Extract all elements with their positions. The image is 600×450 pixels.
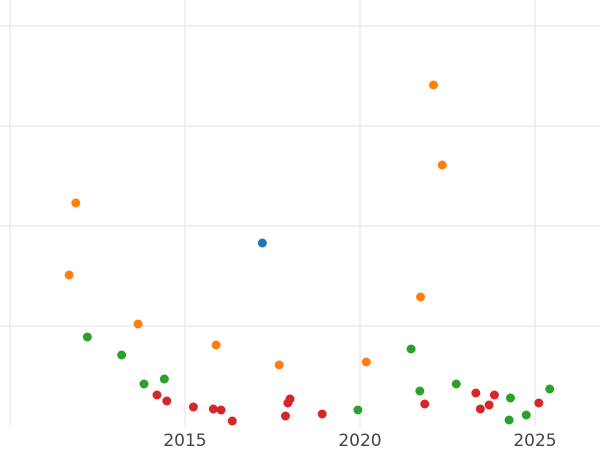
- data-point: [415, 386, 425, 396]
- data-point: [416, 292, 426, 302]
- data-points: [64, 80, 555, 426]
- x-tick-label: 2025: [513, 431, 556, 450]
- data-point: [117, 350, 127, 360]
- data-point: [484, 400, 494, 410]
- data-point: [353, 405, 363, 415]
- data-point: [545, 384, 555, 394]
- data-point: [361, 357, 371, 367]
- x-tick-label: 2020: [338, 431, 381, 450]
- data-point: [504, 415, 514, 425]
- data-point: [208, 404, 218, 414]
- x-axis-ticks: 2015 2020 2025: [163, 431, 556, 450]
- data-point: [188, 402, 198, 412]
- data-point: [133, 319, 143, 329]
- data-point: [152, 390, 162, 400]
- data-point: [475, 404, 485, 414]
- data-point: [280, 411, 290, 421]
- data-point: [506, 393, 515, 403]
- data-point: [451, 379, 461, 389]
- data-point: [216, 405, 226, 415]
- data-point: [420, 399, 430, 409]
- data-point: [285, 394, 295, 404]
- data-point: [521, 410, 531, 420]
- x-tick-label: 2015: [163, 431, 206, 450]
- data-point: [159, 374, 169, 384]
- gridlines: [0, 0, 600, 426]
- data-point: [489, 390, 499, 400]
- data-point: [82, 332, 92, 342]
- data-point: [139, 379, 149, 389]
- data-point: [437, 160, 447, 170]
- data-point: [429, 80, 438, 90]
- data-point: [274, 360, 284, 370]
- data-point: [64, 270, 74, 280]
- data-point: [257, 238, 267, 248]
- data-point: [162, 396, 172, 406]
- data-point: [317, 409, 327, 419]
- data-point: [227, 416, 237, 426]
- data-point: [71, 198, 81, 208]
- data-point: [211, 340, 221, 350]
- data-point: [406, 344, 416, 354]
- data-point: [534, 398, 544, 408]
- data-point: [471, 388, 481, 398]
